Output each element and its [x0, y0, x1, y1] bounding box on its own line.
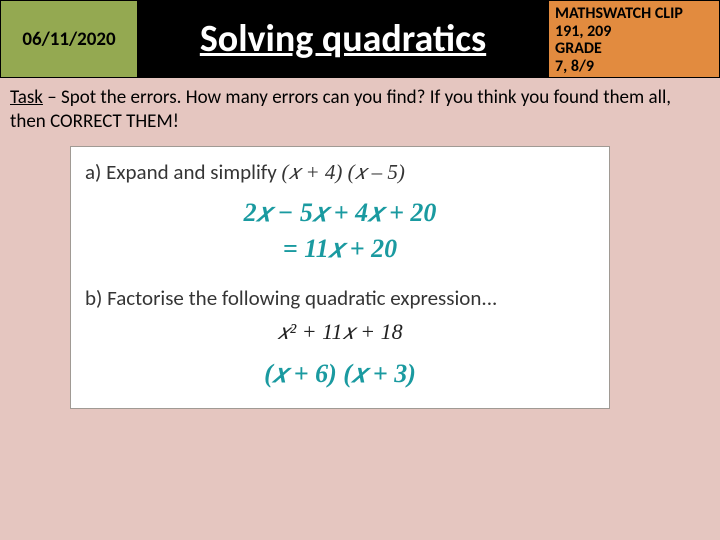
question-b: b) Factorise the following quadratic exp… — [85, 285, 595, 311]
work-a-line1: 2𝑥 − 5𝑥 + 4𝑥 + 20 — [85, 195, 595, 231]
task-text: Task – Spot the errors. How many errors … — [0, 78, 720, 140]
question-a: a) Expand and simplify (𝑥 + 4) (𝑥 – 5) — [85, 159, 595, 185]
clip-line2: 191, 209 — [555, 23, 713, 41]
header: 06/11/2020 Solving quadratics MATHSWATCH… — [0, 0, 720, 78]
qb-math: 𝑥² + 11𝑥 + 18 — [85, 319, 595, 345]
work-b: (𝑥 + 6) (𝑥 + 3) — [85, 359, 595, 390]
date-box: 06/11/2020 — [0, 0, 138, 78]
title-text: Solving quadratics — [200, 16, 486, 62]
clip-line1: MATHSWATCH CLIP — [555, 5, 713, 23]
worksheet-panel: a) Expand and simplify (𝑥 + 4) (𝑥 – 5) 2… — [70, 146, 610, 410]
qa-math: (𝑥 + 4) (𝑥 – 5) — [282, 160, 405, 184]
date-text: 06/11/2020 — [22, 28, 115, 51]
work-a: 2𝑥 − 5𝑥 + 4𝑥 + 20 = 11𝑥 + 20 — [85, 195, 595, 268]
clip-line4: 7, 8/9 — [555, 58, 713, 76]
task-body: – Spot the errors. How many errors can y… — [10, 86, 671, 133]
clip-line3: GRADE — [555, 40, 713, 58]
qa-label: a) Expand and simplify — [85, 159, 282, 185]
clip-box: MATHSWATCH CLIP 191, 209 GRADE 7, 8/9 — [548, 0, 720, 78]
title-box: Solving quadratics — [138, 0, 548, 78]
work-a-line2: = 11𝑥 + 20 — [85, 231, 595, 267]
task-label: Task — [10, 86, 43, 109]
